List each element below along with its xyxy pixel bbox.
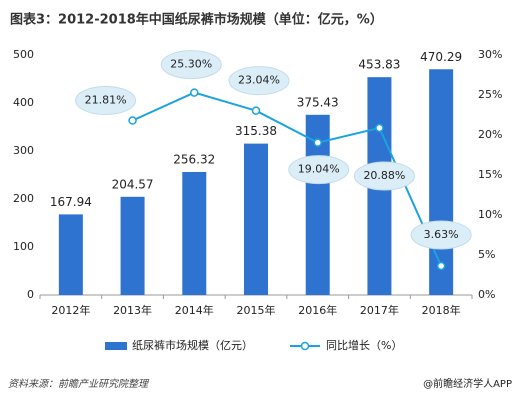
- x-tick-label: 2015年: [237, 303, 276, 317]
- y2-tick-label: 25%: [478, 88, 502, 101]
- line-value-label: 25.30%: [170, 58, 212, 71]
- line-value-label: 19.04%: [298, 163, 340, 176]
- label-bubble: [410, 220, 472, 250]
- x-tick-label: 2016年: [298, 303, 337, 317]
- bar-value-label: 453.83: [358, 58, 400, 72]
- y2-tick-label: 0%: [478, 288, 495, 301]
- bar-value-label: 375.43: [297, 95, 339, 109]
- y-tick-label: 400: [13, 96, 34, 109]
- y2-tick-label: 20%: [478, 128, 502, 141]
- line-marker: [436, 261, 446, 271]
- label-bubble: [288, 155, 350, 185]
- line-value-label: 21.81%: [85, 94, 127, 107]
- bar-value-label: 315.38: [235, 124, 277, 138]
- x-tick-label: 2017年: [360, 303, 399, 317]
- legend-label: 同比增长（%）: [326, 338, 402, 352]
- y2-tick-label: 15%: [478, 168, 502, 181]
- y2-tick-label: 30%: [478, 48, 502, 61]
- source: 资料来源：前瞻产业研究院整理: [8, 378, 150, 390]
- y-tick-label: 100: [13, 240, 34, 253]
- legend-marker: [300, 341, 310, 351]
- y-tick-label: 200: [13, 192, 34, 205]
- line-value-label: 23.04%: [238, 74, 280, 87]
- y2-tick-label: 5%: [478, 248, 495, 261]
- y-tick-label: 0: [27, 288, 34, 301]
- line-marker: [251, 106, 261, 115]
- bar: [58, 214, 83, 295]
- bar: [120, 196, 145, 295]
- footer: @前瞻经济学人APP: [423, 377, 512, 390]
- legend-label: 纸尿裤市场规模（亿元）: [132, 338, 253, 352]
- bar-value-label: 167.94: [50, 195, 92, 209]
- legend-swatch: [105, 342, 127, 350]
- chart-title: 图表3：2012-2018年中国纸尿裤市场规模（单位：亿元，%）: [10, 12, 383, 28]
- line-value-label: 20.88%: [363, 169, 405, 182]
- bar: [429, 69, 454, 295]
- label-bubble: [353, 161, 415, 191]
- line-marker: [128, 116, 137, 125]
- bar-value-label: 256.32: [173, 152, 215, 166]
- x-tick-label: 2012年: [51, 303, 90, 317]
- bar: [244, 143, 268, 295]
- x-tick-label: 2014年: [175, 303, 214, 317]
- label-bubble: [228, 66, 290, 96]
- line-marker: [313, 138, 322, 147]
- line-marker: [375, 123, 384, 133]
- line-marker: [190, 88, 199, 97]
- line-value-label: 3.63%: [424, 228, 459, 241]
- x-tick-label: 2013年: [113, 303, 152, 317]
- y-tick-label: 500: [13, 48, 34, 61]
- y-tick-label: 300: [13, 144, 34, 157]
- label-bubble: [75, 86, 137, 116]
- bar: [182, 171, 207, 295]
- y2-tick-label: 10%: [478, 208, 502, 221]
- bar-value-label: 470.29: [420, 50, 462, 64]
- growth-line: [132, 91, 443, 267]
- bar-value-label: 204.57: [112, 177, 154, 191]
- label-bubble: [160, 50, 222, 80]
- x-tick-label: 2018年: [422, 303, 461, 317]
